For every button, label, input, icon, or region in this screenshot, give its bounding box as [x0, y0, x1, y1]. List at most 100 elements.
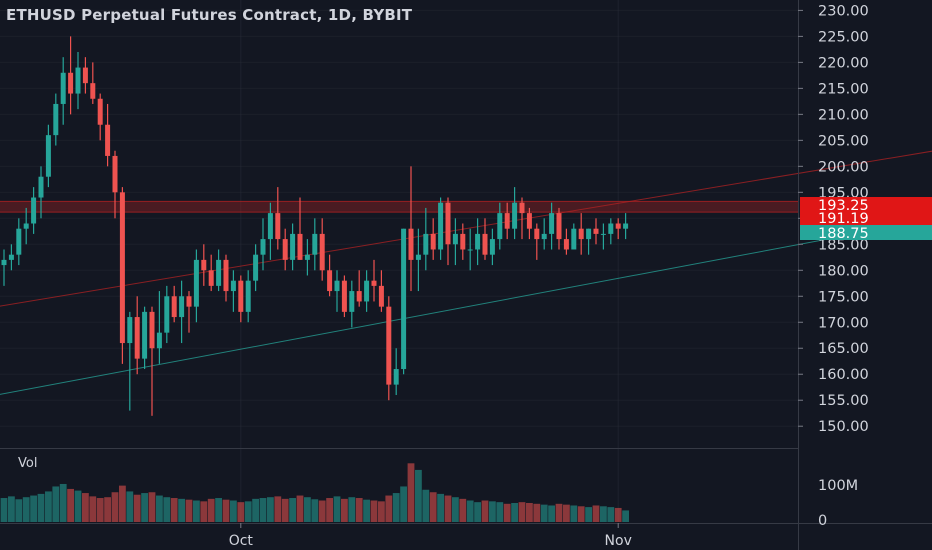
candle-body[interactable]	[60, 72, 66, 104]
price-tag[interactable]	[800, 225, 932, 240]
candle-body[interactable]	[304, 254, 310, 260]
candle-body[interactable]	[282, 239, 288, 260]
candle-body[interactable]	[149, 311, 155, 349]
candle-body[interactable]	[401, 228, 407, 370]
candle-body[interactable]	[349, 291, 355, 312]
candle-body[interactable]	[201, 259, 207, 271]
volume-bar[interactable]	[526, 502, 533, 522]
candle-body[interactable]	[260, 239, 266, 255]
volume-bar[interactable]	[8, 496, 15, 522]
candle-body[interactable]	[445, 202, 451, 245]
candle-body[interactable]	[186, 296, 192, 307]
candle-body[interactable]	[75, 67, 81, 94]
volume-bar[interactable]	[592, 505, 600, 522]
candle-body[interactable]	[534, 228, 540, 240]
candle-body[interactable]	[460, 233, 466, 250]
volume-bar[interactable]	[126, 491, 134, 522]
volume-bar[interactable]	[385, 495, 393, 522]
candle-body[interactable]	[253, 254, 259, 281]
volume-bar[interactable]	[378, 501, 385, 522]
price-tag[interactable]	[800, 210, 932, 225]
candle-body[interactable]	[578, 228, 584, 240]
candle-body[interactable]	[290, 233, 296, 260]
volume-bar[interactable]	[496, 502, 504, 522]
volume-bar[interactable]	[370, 500, 378, 522]
candle-body[interactable]	[38, 176, 44, 198]
candle-body[interactable]	[164, 296, 170, 333]
candle-body[interactable]	[53, 103, 59, 136]
volume-bar[interactable]	[452, 497, 459, 522]
candle-body[interactable]	[171, 296, 177, 318]
candle-body[interactable]	[356, 291, 362, 302]
volume-bar[interactable]	[37, 493, 45, 522]
volume-bar[interactable]	[511, 502, 518, 522]
volume-bar[interactable]	[163, 497, 171, 522]
volume-bar[interactable]	[237, 502, 245, 522]
volume-bar[interactable]	[252, 498, 259, 522]
volume-bar[interactable]	[59, 483, 67, 522]
candle-body[interactable]	[497, 213, 503, 240]
volume-bar[interactable]	[96, 498, 104, 522]
candle-body[interactable]	[208, 270, 214, 286]
volume-bar[interactable]	[607, 507, 615, 522]
volume-bar[interactable]	[0, 498, 8, 522]
candle-body[interactable]	[82, 67, 88, 84]
candle-body[interactable]	[393, 369, 399, 385]
candle-body[interactable]	[482, 233, 488, 255]
candle-body[interactable]	[556, 213, 562, 240]
volume-bar[interactable]	[548, 505, 555, 522]
candle-body[interactable]	[312, 233, 318, 255]
volume-bar[interactable]	[407, 463, 415, 522]
candle-body[interactable]	[127, 317, 133, 344]
volume-bar[interactable]	[215, 498, 222, 522]
volume-bar[interactable]	[193, 500, 200, 522]
volume-bar[interactable]	[111, 492, 119, 522]
volume-bar[interactable]	[267, 497, 274, 522]
volume-bar[interactable]	[555, 503, 563, 522]
volume-bar[interactable]	[156, 495, 163, 522]
volume-bar[interactable]	[141, 493, 148, 522]
candle-body[interactable]	[8, 254, 14, 260]
candle-body[interactable]	[475, 233, 481, 250]
volume-bar[interactable]	[15, 499, 23, 522]
volume-bar[interactable]	[104, 497, 111, 522]
volume-bar[interactable]	[392, 493, 400, 522]
candle-body[interactable]	[408, 228, 414, 260]
candle-body[interactable]	[23, 223, 29, 229]
volume-bar[interactable]	[540, 504, 548, 522]
candle-body[interactable]	[371, 280, 377, 286]
volume-bar[interactable]	[22, 497, 30, 522]
volume-bar[interactable]	[74, 490, 82, 522]
volume-bar[interactable]	[459, 498, 467, 522]
candle-body[interactable]	[97, 98, 103, 125]
volume-bar[interactable]	[570, 505, 578, 522]
price-tag[interactable]	[800, 197, 932, 212]
volume-bar[interactable]	[355, 498, 363, 522]
candle-body[interactable]	[526, 213, 532, 229]
volume-bar[interactable]	[422, 489, 430, 522]
volume-bar[interactable]	[82, 493, 89, 522]
volume-bar[interactable]	[178, 498, 185, 522]
candle-body[interactable]	[16, 228, 22, 255]
volume-bar[interactable]	[311, 499, 319, 522]
candle-body[interactable]	[179, 296, 185, 318]
candle-body[interactable]	[438, 202, 444, 250]
candle-body[interactable]	[541, 233, 547, 240]
volume-bar[interactable]	[133, 494, 141, 522]
volume-bar[interactable]	[89, 496, 97, 522]
candle-body[interactable]	[105, 124, 111, 156]
candle-body[interactable]	[156, 332, 162, 349]
volume-bar[interactable]	[200, 501, 208, 522]
candle-body[interactable]	[238, 280, 244, 312]
candle-body[interactable]	[68, 72, 74, 94]
candle-body[interactable]	[504, 213, 510, 229]
volume-bar[interactable]	[363, 499, 370, 522]
volume-bar[interactable]	[67, 488, 74, 522]
candle-body[interactable]	[586, 228, 592, 240]
volume-bar[interactable]	[259, 498, 267, 522]
volume-bar[interactable]	[400, 486, 407, 522]
candle-body[interactable]	[230, 280, 236, 292]
candle-body[interactable]	[623, 223, 629, 229]
